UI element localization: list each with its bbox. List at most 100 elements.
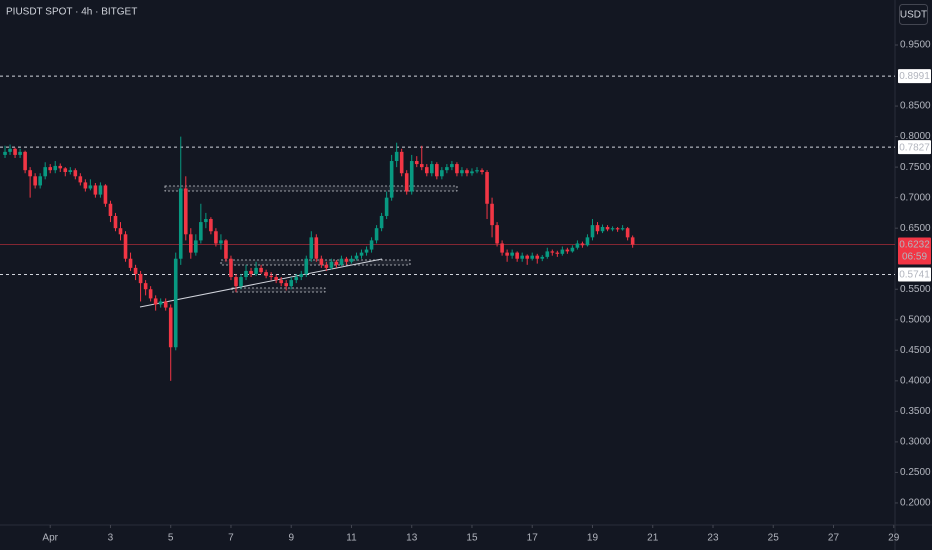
candle-body [440, 170, 444, 177]
candle-body [83, 182, 88, 189]
candle-body [630, 237, 635, 245]
candle-body [389, 161, 394, 198]
currency-button[interactable] [899, 4, 928, 25]
candle-body [590, 225, 595, 238]
level-label: 0.8991 [899, 71, 930, 82]
candle-body [289, 280, 294, 287]
candle-body [178, 188, 183, 259]
candle-body [409, 161, 414, 192]
x-tick-label: 19 [587, 533, 599, 544]
candle-body [173, 258, 178, 348]
y-tick-label: 0.4000 [900, 375, 931, 386]
candle-body [600, 226, 605, 232]
candle-body [625, 228, 630, 238]
y-tick-label: 0.3500 [900, 406, 931, 417]
currency-label[interactable]: USDT [900, 10, 927, 21]
candle-body [324, 264, 329, 268]
last-price-box [898, 237, 931, 265]
x-tick-label: Apr [42, 533, 58, 544]
candle-body [495, 225, 499, 244]
candle-body [304, 258, 309, 274]
candle-body [525, 255, 530, 259]
x-tick-label: 29 [888, 533, 900, 544]
candle-body [339, 258, 344, 265]
x-tick-label: 15 [466, 533, 478, 544]
y-tick-label: 0.9500 [900, 40, 931, 51]
countdown-label: 06:59 [902, 252, 927, 263]
level-label-box [898, 69, 931, 84]
candle-body [224, 240, 228, 259]
x-tick-label: 13 [406, 533, 418, 544]
y-tick-label: 0.5000 [900, 314, 931, 325]
candle-body [309, 237, 314, 259]
candle-body [550, 251, 555, 253]
candle-body [78, 176, 83, 183]
candle-body [560, 249, 565, 254]
candle-body [465, 170, 469, 174]
candle-body [163, 301, 168, 308]
candle-body [485, 172, 489, 204]
x-tick-label: 17 [527, 533, 539, 544]
candle-body [284, 283, 288, 287]
candle-body [204, 219, 208, 223]
level-label-box [898, 267, 931, 282]
x-tick-label: 3 [108, 533, 114, 544]
candle-body [565, 249, 570, 252]
candle-body [209, 219, 213, 232]
candle-body [103, 185, 108, 204]
candle-body [430, 164, 434, 174]
y-tick-label: 0.2000 [900, 498, 931, 509]
x-tick-label: 25 [768, 533, 780, 544]
candle-body [314, 237, 319, 259]
candle-body [259, 267, 263, 273]
candle-body [334, 261, 339, 265]
candle-body [53, 165, 58, 171]
candle-body [38, 176, 42, 186]
candle-body [354, 255, 359, 259]
y-tick-label: 0.7000 [900, 192, 931, 203]
candle-body [113, 215, 118, 229]
symbol-title: PIUSDT SPOT · 4h · BITGET [6, 7, 137, 18]
candle-body [18, 151, 22, 155]
candle-body [475, 170, 479, 172]
candle-body [455, 164, 459, 174]
candle-body [88, 185, 93, 189]
candle-body [595, 225, 600, 232]
candle-body [570, 247, 575, 252]
candle-body [329, 261, 334, 268]
x-tick-label: 23 [707, 533, 719, 544]
candle-body [364, 249, 369, 253]
x-tick-label: 21 [647, 533, 659, 544]
candle-body [274, 277, 278, 281]
level-label-box [898, 140, 931, 155]
candle-body [404, 173, 409, 192]
candle-body [580, 243, 585, 246]
candle-body [63, 168, 68, 173]
candle-body [229, 258, 233, 278]
candle-body [68, 170, 73, 173]
candle-body [199, 222, 203, 241]
candle-body [48, 167, 53, 171]
y-tick-label: 0.8500 [900, 101, 931, 112]
candle-body [520, 255, 524, 259]
x-tick-label: 5 [168, 533, 174, 544]
candle-body [545, 251, 550, 257]
candle-body [138, 273, 143, 284]
candle-body [108, 203, 113, 216]
candle-body [148, 289, 153, 299]
last-price-label: 0.6232 [899, 240, 930, 251]
candle-body [500, 243, 504, 253]
candle-body [118, 228, 123, 235]
candle-body [445, 167, 449, 171]
candle-body [58, 165, 63, 169]
y-tick-label: 0.2500 [900, 467, 931, 478]
x-tick-label: 9 [288, 533, 294, 544]
zone [220, 259, 411, 266]
candle-body [379, 215, 384, 229]
candle-body [615, 228, 620, 230]
x-tick-label: 7 [228, 533, 234, 544]
candle-body [605, 226, 610, 230]
y-tick-label: 0.4500 [900, 345, 931, 356]
candle-body [555, 252, 560, 254]
candle-body [128, 258, 133, 268]
